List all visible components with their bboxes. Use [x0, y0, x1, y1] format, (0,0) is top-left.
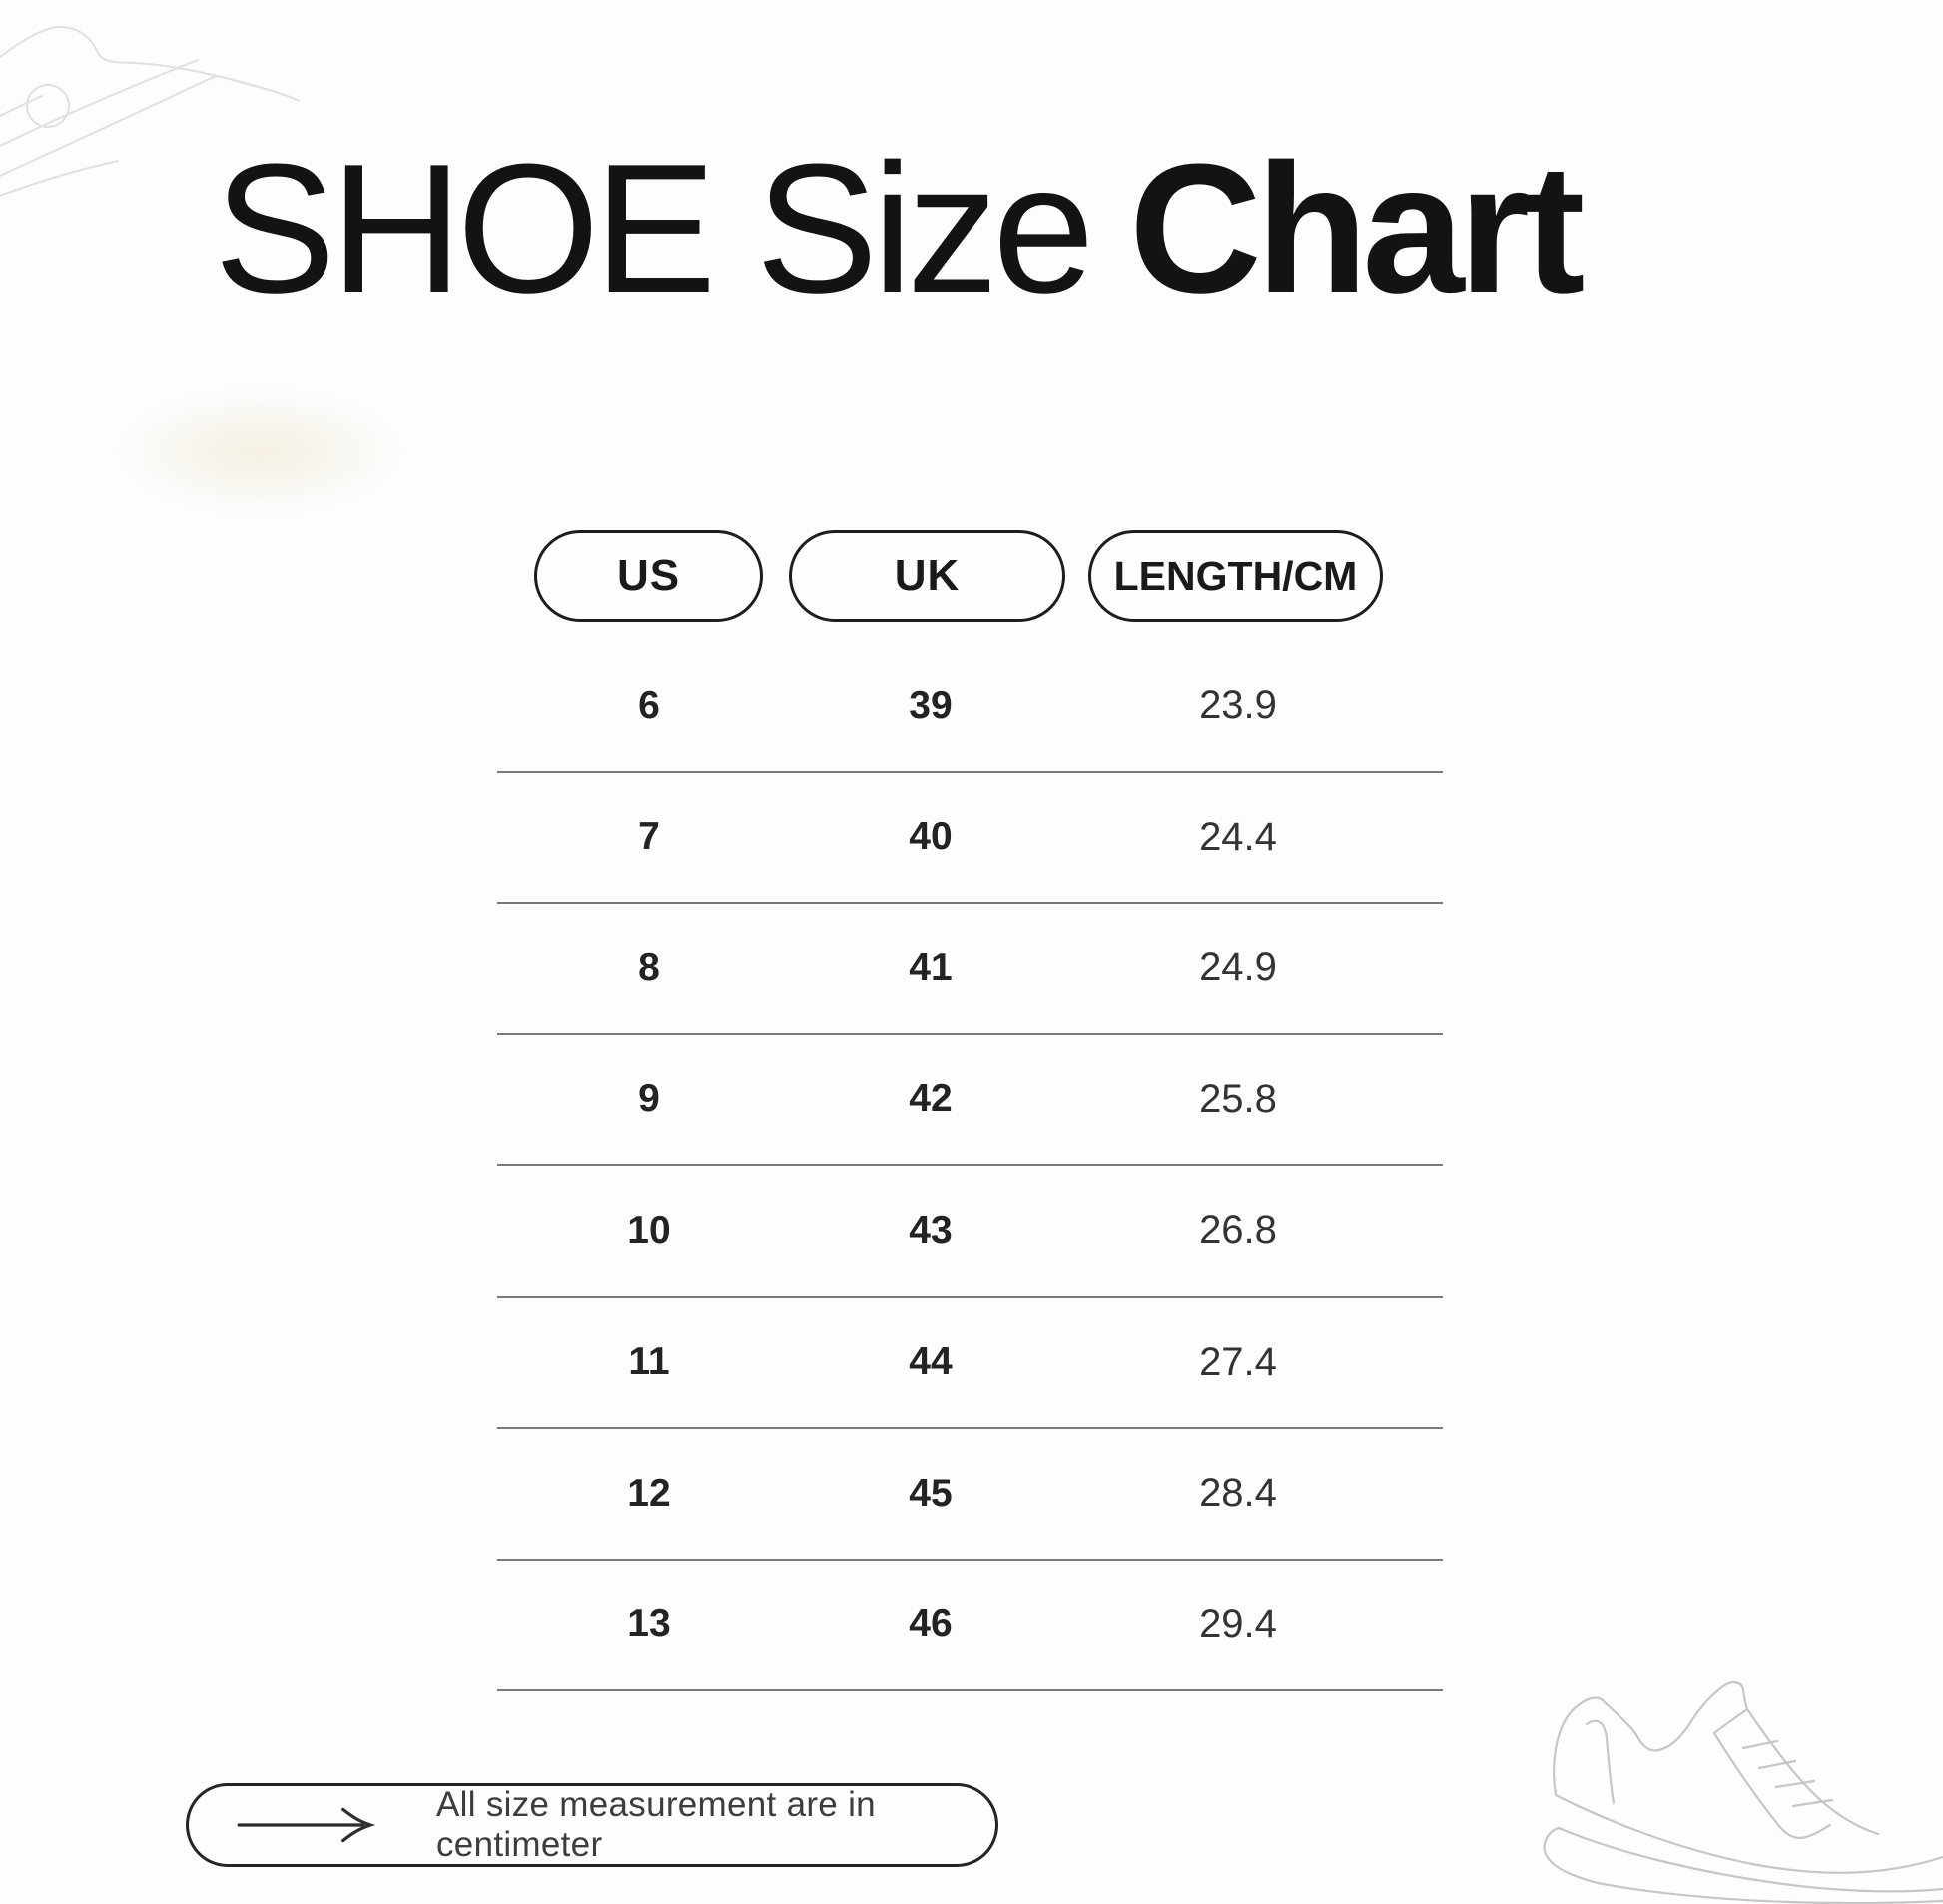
uk-size-cell: 39 — [909, 683, 953, 727]
uk-size-cell: 42 — [909, 1077, 953, 1121]
column-header-us: US — [534, 530, 763, 622]
uk-size-cell: 40 — [909, 815, 953, 859]
length-cm-cell: 23.9 — [1199, 683, 1277, 728]
length-cm-cell: 24.4 — [1199, 814, 1277, 859]
us-size-cell: 8 — [638, 946, 660, 989]
title-regular-text: SHOE Size — [214, 125, 1095, 330]
column-header-length-cm-label: LENGTH/CM — [1113, 552, 1358, 599]
table-row: 11 44 27.4 — [497, 1298, 1443, 1429]
column-header-us-label: US — [616, 551, 681, 600]
us-size-cell: 10 — [627, 1208, 671, 1252]
length-cm-cell: 24.9 — [1199, 946, 1277, 990]
table-row: 13 46 29.4 — [497, 1561, 1443, 1691]
us-size-cell: 9 — [638, 1077, 660, 1121]
page-title: SHOE Size Chart — [214, 136, 1585, 319]
uk-size-cell: 45 — [909, 1471, 953, 1515]
us-size-cell: 6 — [638, 683, 660, 727]
us-size-cell: 7 — [638, 815, 660, 859]
length-cm-cell: 25.8 — [1199, 1076, 1277, 1121]
table-row: 12 45 28.4 — [497, 1429, 1443, 1561]
table-row: 9 42 25.8 — [497, 1035, 1443, 1166]
sneaker-sketch-icon — [1543, 1680, 1943, 1904]
column-header-uk-label: UK — [894, 551, 961, 600]
us-size-cell: 12 — [627, 1471, 671, 1515]
size-table: 6 39 23.9 7 40 24.4 8 41 24.9 9 42 25.8 … — [497, 641, 1443, 1691]
table-row: 7 40 24.4 — [497, 773, 1443, 904]
hightop-sneaker-sketch-icon — [0, 25, 300, 197]
uk-size-cell: 44 — [909, 1340, 953, 1384]
uk-size-cell: 43 — [909, 1208, 953, 1252]
table-row: 10 43 26.8 — [497, 1166, 1443, 1298]
table-row: 8 41 24.9 — [497, 904, 1443, 1035]
length-cm-cell: 27.4 — [1199, 1339, 1277, 1384]
table-row: 6 39 23.9 — [497, 641, 1443, 773]
us-size-cell: 13 — [627, 1602, 671, 1646]
title-bold-text: Chart — [1128, 125, 1585, 330]
length-cm-cell: 26.8 — [1199, 1208, 1277, 1253]
footnote-pill: All size measurement are in centimeter — [186, 1783, 998, 1867]
uk-size-cell: 41 — [909, 946, 953, 989]
column-header-uk: UK — [789, 530, 1065, 622]
column-header-length-cm: LENGTH/CM — [1088, 530, 1383, 622]
background-smudge — [115, 389, 404, 514]
uk-size-cell: 46 — [909, 1602, 953, 1646]
arrow-right-icon — [237, 1807, 376, 1843]
length-cm-cell: 28.4 — [1199, 1471, 1277, 1516]
us-size-cell: 11 — [628, 1340, 670, 1384]
footnote-text: All size measurement are in centimeter — [436, 1785, 876, 1864]
length-cm-cell: 29.4 — [1199, 1601, 1277, 1646]
